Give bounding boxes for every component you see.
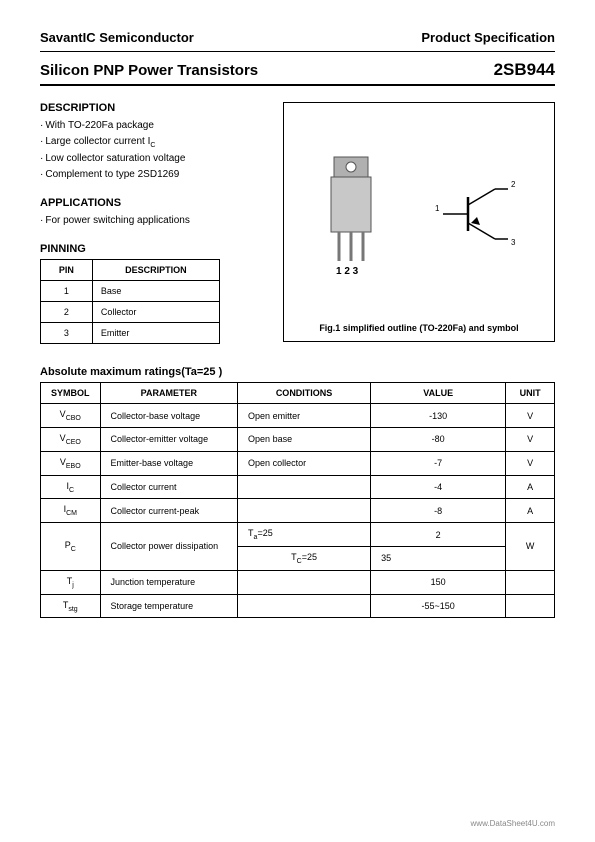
pinning-head: PINNING	[40, 243, 265, 255]
table-row: ICMCollector current-peak-8A	[41, 499, 555, 523]
figure-caption: Fig.1 simplified outline (TO-220Fa) and …	[319, 323, 518, 333]
page-header: SavantIC Semiconductor Product Specifica…	[40, 30, 555, 45]
svg-text:1: 1	[435, 204, 440, 213]
product-name: Silicon PNP Power Transistors	[40, 62, 258, 79]
header-rule	[40, 51, 555, 52]
part-number: 2SB944	[494, 60, 555, 80]
col-header: PIN	[41, 260, 93, 281]
table-row: TjJunction temperature150	[41, 570, 555, 594]
list-item: For power switching applications	[40, 213, 265, 229]
col-header: SYMBOL	[41, 383, 101, 404]
list-item: Low collector saturation voltage	[40, 151, 265, 167]
pin-numbers: 1 2 3	[336, 266, 359, 277]
applications-head: APPLICATIONS	[40, 197, 265, 209]
pinning-table: PIN DESCRIPTION 1Base 2Collector 3Emitte…	[40, 259, 220, 344]
package-outline-icon: 1 2 3	[316, 149, 386, 279]
company-name: SavantIC Semiconductor	[40, 30, 194, 45]
title-row: Silicon PNP Power Transistors 2SB944	[40, 60, 555, 80]
table-row: 1Base	[41, 281, 220, 302]
applications-list: For power switching applications	[40, 213, 265, 229]
col-header: UNIT	[506, 383, 555, 404]
spec-label: Product Specification	[421, 30, 555, 45]
description-list: With TO-220Fa package Large collector cu…	[40, 118, 265, 183]
list-item: Complement to type 2SD1269	[40, 167, 265, 183]
svg-text:3: 3	[511, 238, 516, 247]
table-row: TstgStorage temperature-55~150	[41, 594, 555, 618]
list-item: Large collector current IC	[40, 134, 265, 151]
footer-url: www.DataSheet4U.com	[471, 819, 555, 828]
col-header: DESCRIPTION	[92, 260, 219, 281]
table-row: ICCollector current-4A	[41, 475, 555, 499]
col-header: VALUE	[371, 383, 506, 404]
col-header: PARAMETER	[100, 383, 238, 404]
transistor-symbol-icon: 1 2 3	[433, 169, 523, 259]
table-row: 3Emitter	[41, 323, 220, 344]
col-header: CONDITIONS	[238, 383, 371, 404]
ratings-title: Absolute maximum ratings(Ta=25 )	[40, 366, 555, 378]
table-row: VEBOEmitter-base voltageOpen collector-7…	[41, 451, 555, 475]
table-row: PC Collector power dissipation Ta=25 2 W	[41, 523, 555, 547]
list-item: With TO-220Fa package	[40, 118, 265, 134]
table-row: VCBOCollector-base voltageOpen emitter-1…	[41, 404, 555, 428]
title-rule	[40, 84, 555, 86]
figure-box: 1 2 3 1 2 3 Fig.1 simplified outline (TO…	[283, 102, 555, 342]
svg-text:2: 2	[511, 180, 516, 189]
table-row: 2Collector	[41, 302, 220, 323]
description-head: DESCRIPTION	[40, 102, 265, 114]
table-row: VCEOCollector-emitter voltageOpen base-8…	[41, 427, 555, 451]
ratings-table: SYMBOL PARAMETER CONDITIONS VALUE UNIT V…	[40, 382, 555, 618]
